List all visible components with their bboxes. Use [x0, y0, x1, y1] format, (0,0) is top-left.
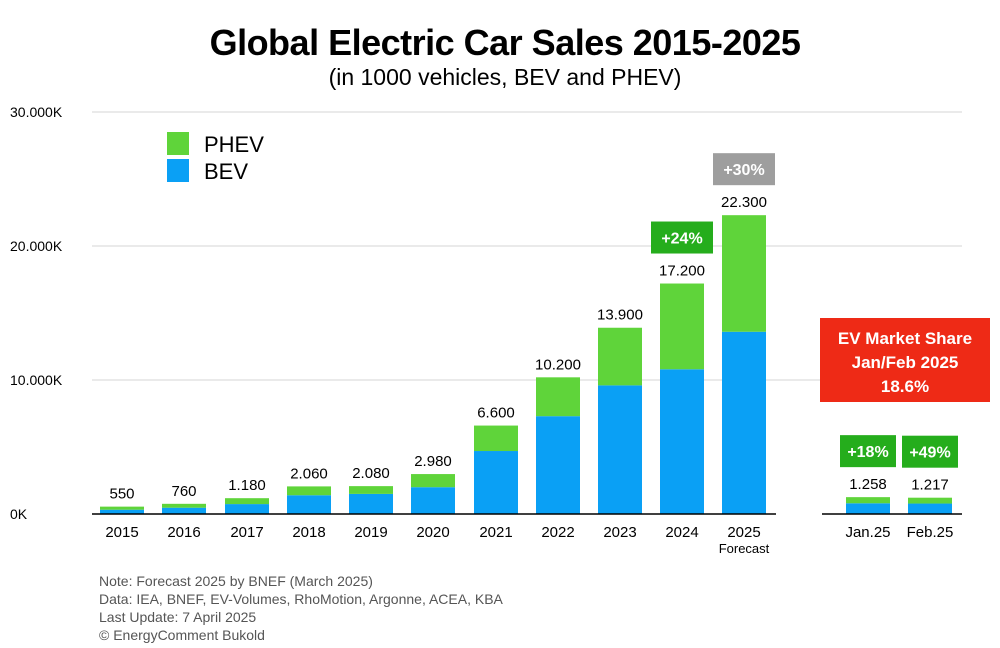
bar-phev-2025	[722, 215, 766, 332]
market-share-text: Jan/Feb 2025	[852, 353, 959, 372]
market-share-text: 18.6%	[881, 377, 929, 396]
bar-bev-2022	[536, 416, 580, 514]
bar-phev-2021	[474, 425, 518, 452]
data-label-2022: 10.200	[535, 356, 581, 373]
bar-phev-Jan.25	[846, 497, 890, 504]
market-share-box	[820, 318, 990, 402]
bar-bev-2020	[411, 487, 455, 514]
bar-phev-2020	[411, 474, 455, 488]
y-tick-label: 30.000K	[10, 104, 63, 120]
note-line: Note: Forecast 2025 by BNEF (March 2025)	[99, 573, 373, 589]
growth-badge-label: +18%	[847, 444, 888, 461]
x-tick-label: 2023	[603, 524, 636, 541]
y-tick-label: 20.000K	[10, 238, 63, 254]
bar-bev-2016	[162, 507, 206, 514]
growth-badge-2025	[713, 153, 775, 186]
growth-badge-label: +24%	[661, 231, 702, 248]
bar-bev-2025	[722, 331, 766, 514]
x-tick-label: Feb.25	[907, 524, 954, 541]
legend-swatch-phev	[167, 132, 189, 155]
data-label-2016: 760	[171, 483, 196, 500]
x-tick-label: Jan.25	[845, 524, 890, 541]
x-tick-label: 2020	[416, 524, 449, 541]
x-tick-label: 2017	[230, 524, 263, 541]
growth-badge-label: +49%	[909, 445, 950, 462]
bar-bev-2024	[660, 369, 704, 514]
bar-phev-2018	[287, 486, 331, 496]
note-line: Data: IEA, BNEF, EV-Volumes, RhoMotion, …	[99, 591, 503, 607]
legend-label-bev: BEV	[204, 159, 248, 184]
x-tick-sublabel: Forecast	[719, 541, 770, 556]
bar-bev-2019	[349, 493, 393, 514]
x-tick-label: 2019	[354, 524, 387, 541]
bar-bev-Jan.25	[846, 503, 890, 514]
data-label-2015: 550	[109, 486, 134, 503]
data-label-2025: 22.300	[721, 194, 767, 211]
legend-swatch-bev	[167, 159, 189, 182]
growth-badge-Feb.25	[902, 435, 958, 468]
bar-phev-2019	[349, 486, 393, 494]
bar-phev-Feb.25	[908, 497, 952, 504]
bar-phev-2015	[100, 506, 144, 510]
bar-phev-2024	[660, 283, 704, 370]
data-label-2024: 17.200	[659, 263, 705, 280]
data-label-Jan.25: 1.258	[849, 476, 887, 493]
source-notes: Note: Forecast 2025 by BNEF (March 2025)…	[99, 572, 503, 644]
growth-badge-2024	[651, 221, 713, 254]
market-share-text: EV Market Share	[838, 329, 972, 348]
y-tick-label: 10.000K	[10, 372, 63, 388]
x-tick-label: 2015	[105, 524, 138, 541]
x-tick-label: 2025	[727, 524, 760, 541]
y-tick-label: 0K	[10, 506, 28, 522]
growth-badge-Jan.25	[840, 435, 896, 468]
bar-phev-2023	[598, 327, 642, 386]
x-tick-label: 2022	[541, 524, 574, 541]
x-tick-label: 2021	[479, 524, 512, 541]
note-line: Last Update: 7 April 2025	[99, 609, 257, 625]
growth-badge-label: +30%	[723, 162, 764, 179]
bar-bev-2023	[598, 385, 642, 514]
chart-title: Global Electric Car Sales 2015-2025	[209, 22, 801, 63]
bar-phev-2016	[162, 503, 206, 508]
note-line: © EnergyComment Bukold	[99, 627, 265, 643]
legend-label-phev: PHEV	[204, 132, 264, 157]
bar-bev-2015	[100, 509, 144, 514]
bar-bev-2018	[287, 495, 331, 514]
data-label-2023: 13.900	[597, 307, 643, 324]
bar-bev-2017	[225, 504, 269, 514]
bar-phev-2017	[225, 498, 269, 505]
chart-subtitle: (in 1000 vehicles, BEV and PHEV)	[328, 64, 682, 90]
bar-bev-2021	[474, 451, 518, 514]
x-tick-label: 2018	[292, 524, 325, 541]
data-label-2017: 1.180	[228, 477, 266, 494]
x-tick-label: 2016	[167, 524, 200, 541]
data-label-2020: 2.980	[414, 453, 452, 470]
data-label-2021: 6.600	[477, 405, 515, 422]
bar-phev-2022	[536, 377, 580, 417]
data-label-2019: 2.080	[352, 465, 390, 482]
data-label-Feb.25: 1.217	[911, 477, 949, 494]
x-tick-label: 2024	[665, 524, 698, 541]
data-label-2018: 2.060	[290, 465, 328, 482]
bar-bev-Feb.25	[908, 503, 952, 514]
